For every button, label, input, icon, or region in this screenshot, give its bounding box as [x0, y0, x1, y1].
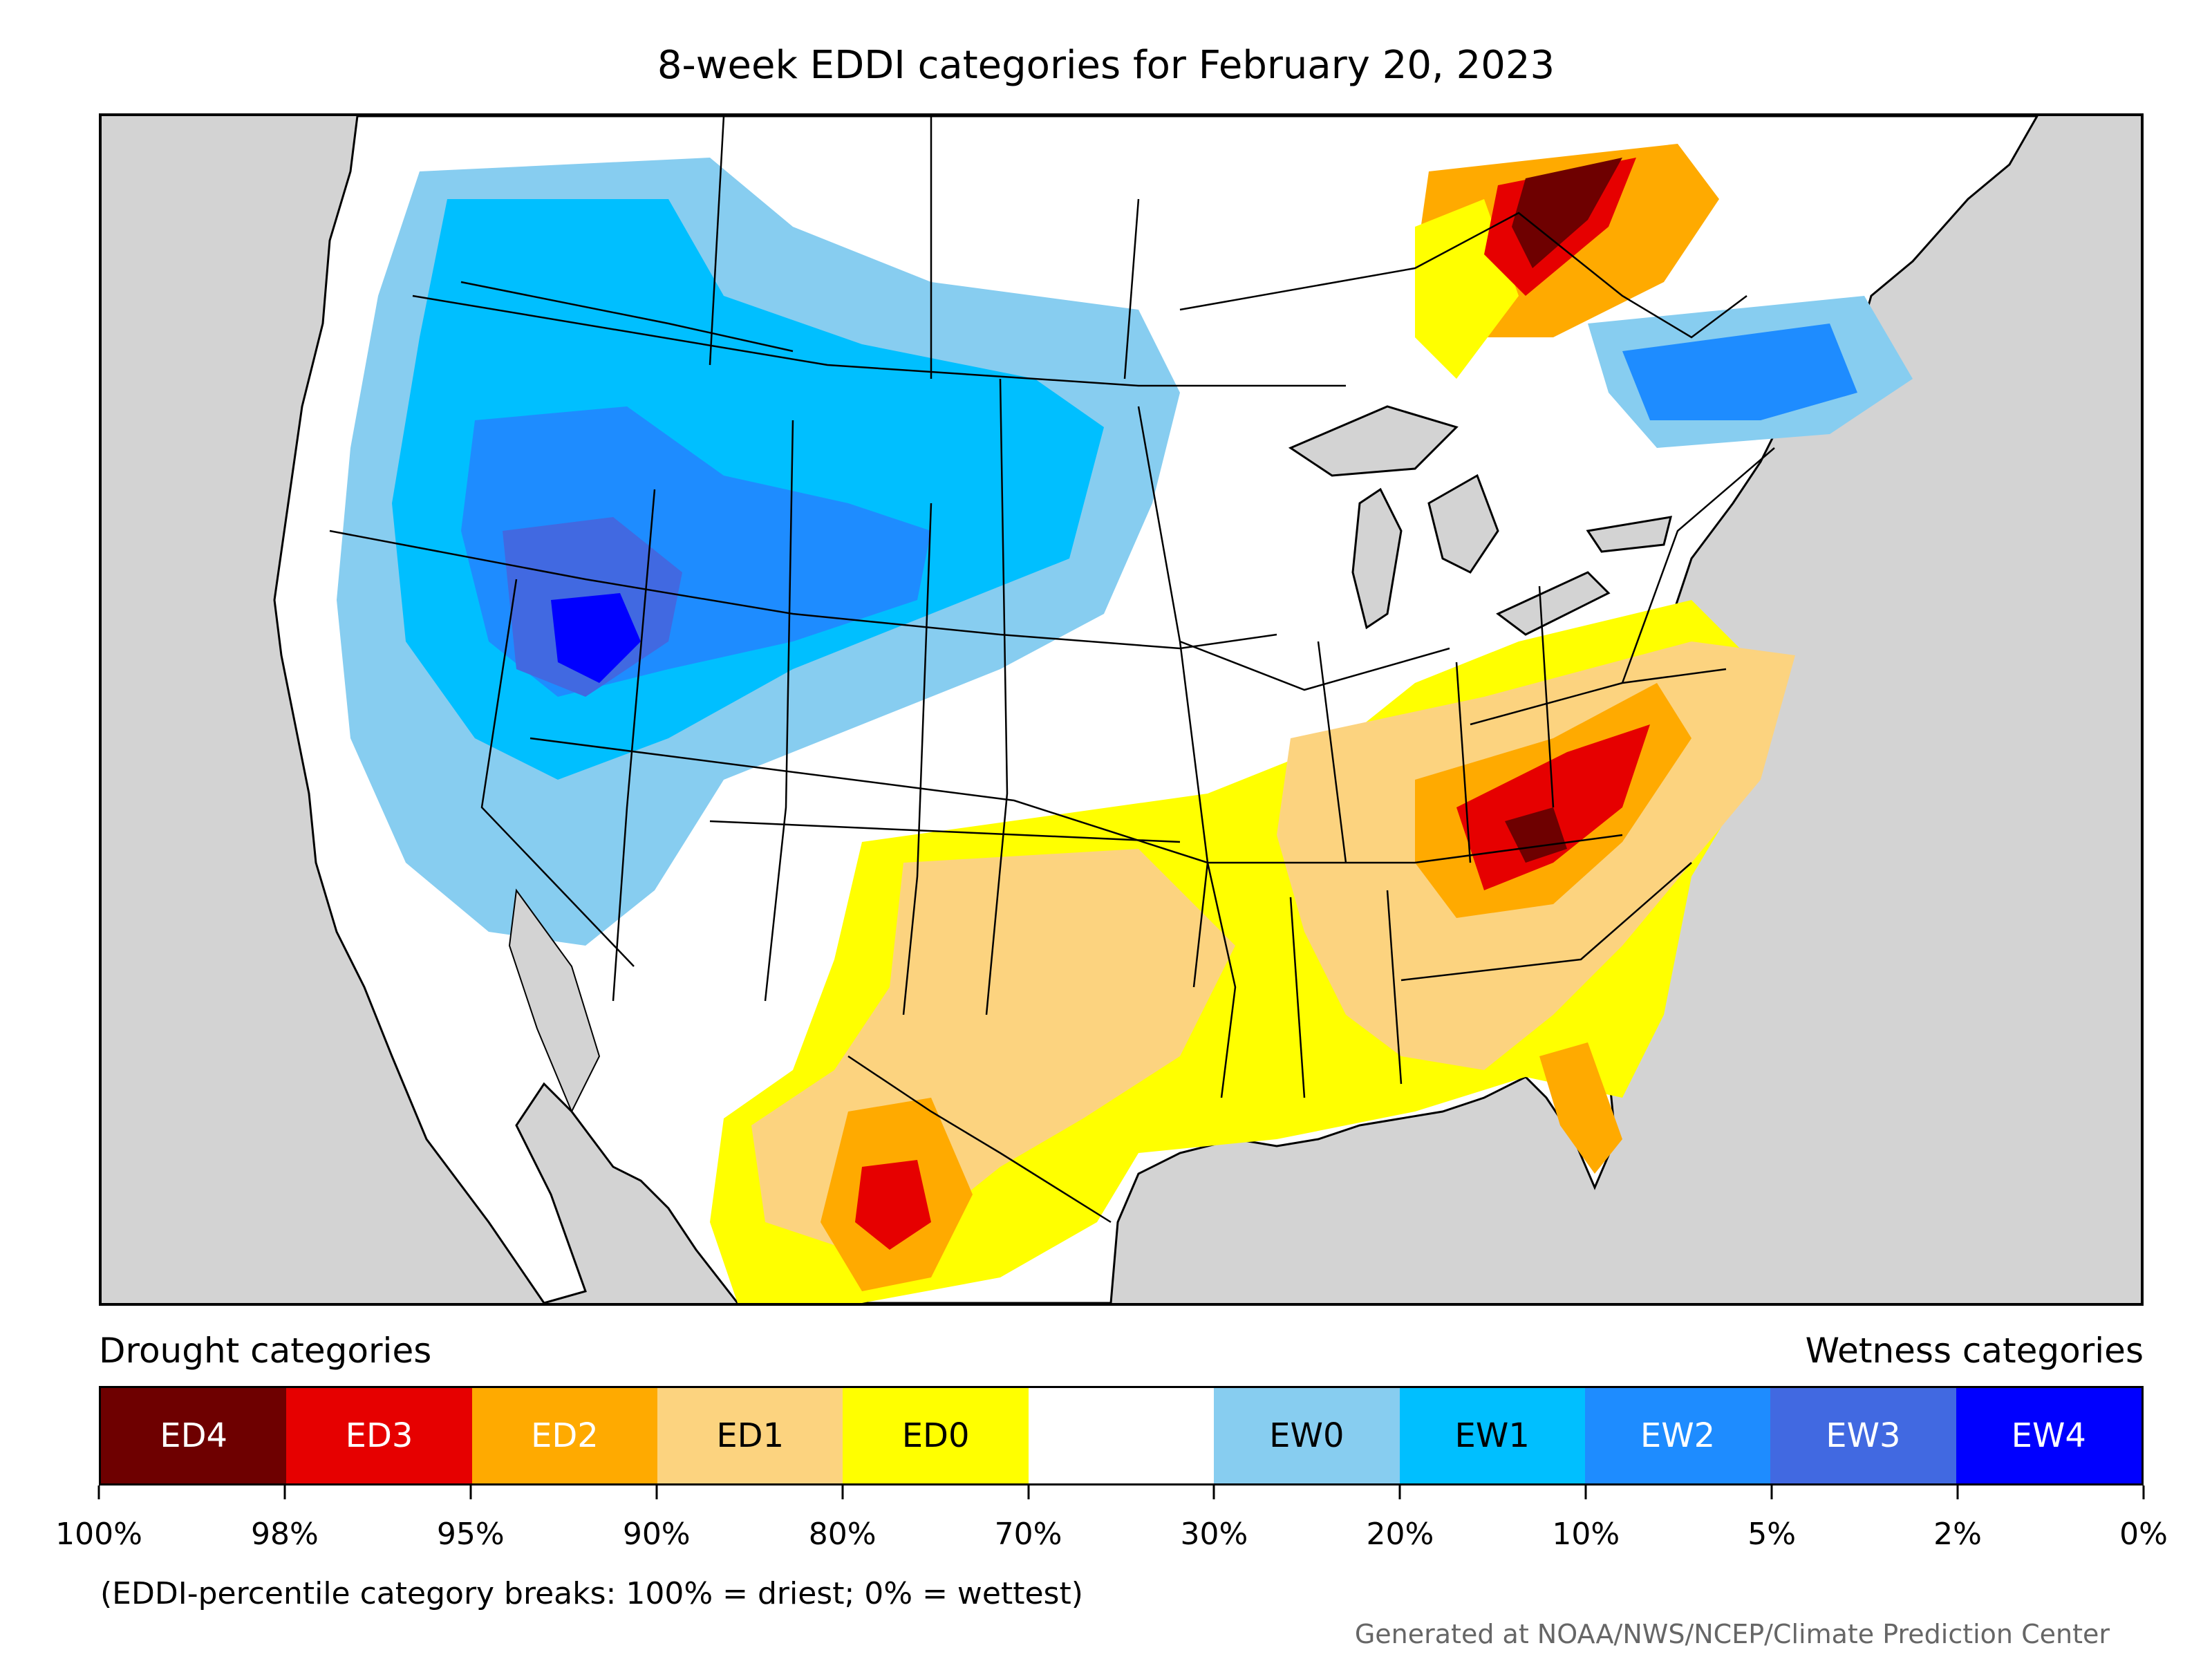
legend-swatch-ed1: ED1: [657, 1388, 843, 1483]
map-category-regions: [337, 144, 1913, 1303]
colorbar-tick-label: 0%: [2119, 1517, 2168, 1552]
eddi-map: [99, 113, 2144, 1306]
colorbar-tick: [283, 1485, 286, 1499]
legend-swatch-ed4: ED4: [101, 1388, 287, 1483]
colorbar-tick-label: 98%: [251, 1517, 319, 1552]
colorbar-tick-label: 10%: [1552, 1517, 1620, 1552]
legend-swatch-normal: [1028, 1388, 1215, 1483]
colorbar-tick: [2142, 1485, 2145, 1499]
colorbar-tick: [1956, 1485, 1959, 1499]
colorbar-tick-label: 90%: [622, 1517, 691, 1552]
colorbar-tick-label: 100%: [55, 1517, 142, 1552]
credit-line: Generated at NOAA/NWS/NCEP/Climate Predi…: [1354, 1619, 2110, 1649]
political-boundaries: [329, 116, 1775, 1224]
legend-swatch-ew4: EW4: [1956, 1388, 2141, 1483]
colorbar-tick: [1770, 1485, 1773, 1499]
colorbar-tick: [1584, 1485, 1587, 1499]
colorbar-tick-label: 30%: [1180, 1517, 1248, 1552]
great-lakes: [1288, 405, 1673, 636]
colorbar-tick: [1027, 1485, 1030, 1499]
legend-swatch-ew1: EW1: [1399, 1388, 1585, 1483]
colorbar-ticks: 100% 98% 95% 90% 80% 70% 30% 20% 10% 5% 2% 0%: [55, 1485, 2168, 1552]
colorbar-tick-label: 2%: [1933, 1517, 1982, 1552]
legend-swatch-ed0: ED0: [843, 1388, 1029, 1483]
colorbar-tick: [469, 1485, 472, 1499]
colorbar-tick-label: 95%: [436, 1517, 505, 1552]
legend-swatch-ed2: ED2: [471, 1388, 658, 1483]
colorbar-tick: [97, 1485, 100, 1499]
drought-categories-heading: Drought categories: [99, 1331, 432, 1371]
colorbar-tick: [1398, 1485, 1401, 1499]
colorbar-tick: [1212, 1485, 1215, 1499]
colorbar-tick-label: 80%: [808, 1517, 877, 1552]
colorbar-tick: [841, 1485, 844, 1499]
colorbar-tick-label: 70%: [994, 1517, 1062, 1552]
category-breaks-note: (EDDI-percentile category breaks: 100% =…: [100, 1576, 1083, 1611]
category-colorbar: ED4 ED3 ED2 ED1 ED0 EW0 EW1 EW2 EW3 EW4: [99, 1386, 2144, 1485]
colorbar-tick-label: 20%: [1366, 1517, 1434, 1552]
wetness-categories-heading: Wetness categories: [1805, 1331, 2144, 1371]
colorbar-tick-label: 5%: [1747, 1517, 1797, 1552]
map-title: 8-week EDDI categories for February 20, …: [657, 43, 1555, 88]
legend-swatch-ed3: ED3: [286, 1388, 472, 1483]
legend-swatch-ew2: EW2: [1584, 1388, 1771, 1483]
legend-swatch-ew0: EW0: [1214, 1388, 1400, 1483]
legend-swatch-ew3: EW3: [1770, 1388, 1956, 1483]
colorbar-tick: [655, 1485, 658, 1499]
gulf-of-california: [508, 888, 601, 1114]
